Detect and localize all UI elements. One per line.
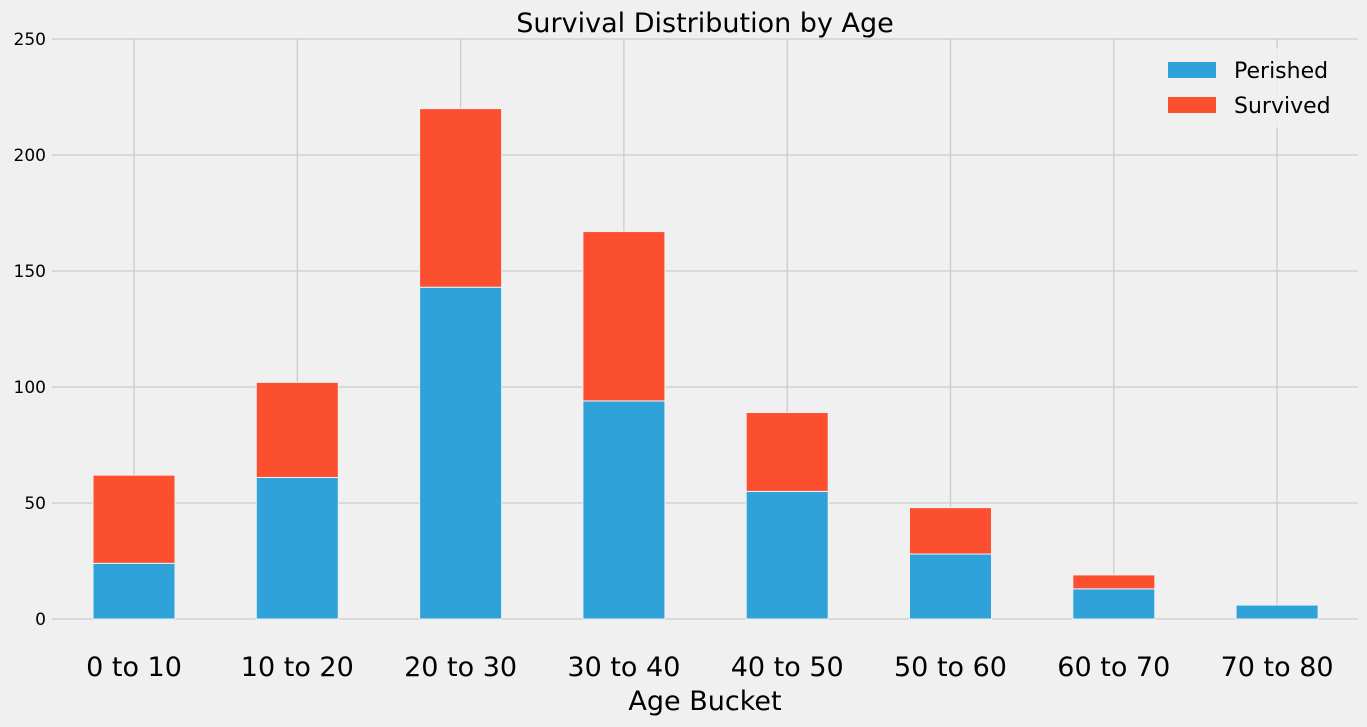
y-tick-label: 0 [35,610,46,630]
x-tick-label: 60 to 70 [1057,652,1170,683]
x-tick-label: 10 to 20 [241,652,354,683]
legend-swatch [1168,97,1216,113]
x-axis-title: Age Bucket [628,686,781,717]
y-tick-label: 250 [14,30,46,50]
bar-survived [1072,574,1156,590]
y-axis-ticks: 0 50 100 150 200 250 [14,30,46,630]
legend: Perished Survived [1150,48,1350,128]
legend-label: Survived [1234,94,1331,119]
bar-perished [1072,588,1156,620]
bar-survived [745,412,829,492]
bar-perished [255,476,339,620]
x-axis-ticks: 0 to 10 10 to 20 20 to 30 30 to 40 40 to 50 5… [86,652,1333,683]
legend-background [1150,48,1350,128]
x-tick-label: 40 to 50 [731,652,844,683]
x-tick-label: 70 to 80 [1221,652,1334,683]
bar-survived [419,108,503,288]
x-tick-label: 0 to 10 [86,652,182,683]
bar-perished [1235,604,1319,620]
x-tick-label: 50 to 60 [894,652,1007,683]
bar-perished [745,490,829,620]
legend-label: Perished [1234,59,1328,84]
bar-survived [909,507,992,555]
x-tick-label: 30 to 40 [567,652,680,683]
y-tick-label: 150 [14,262,46,282]
y-tick-label: 200 [14,146,46,166]
bar-perished [582,400,666,620]
bar-survived [255,381,339,478]
bar-survived [92,474,176,564]
chart-title: Survival Distribution by Age [516,8,893,39]
x-tick-label: 20 to 30 [404,652,517,683]
bars [92,108,1319,620]
y-tick-label: 50 [24,494,46,514]
y-tick-label: 100 [14,378,46,398]
legend-swatch [1168,62,1216,78]
bar-perished [419,286,503,620]
bar-perished [92,562,176,620]
bar-survived [582,231,666,402]
bar-perished [909,553,992,620]
